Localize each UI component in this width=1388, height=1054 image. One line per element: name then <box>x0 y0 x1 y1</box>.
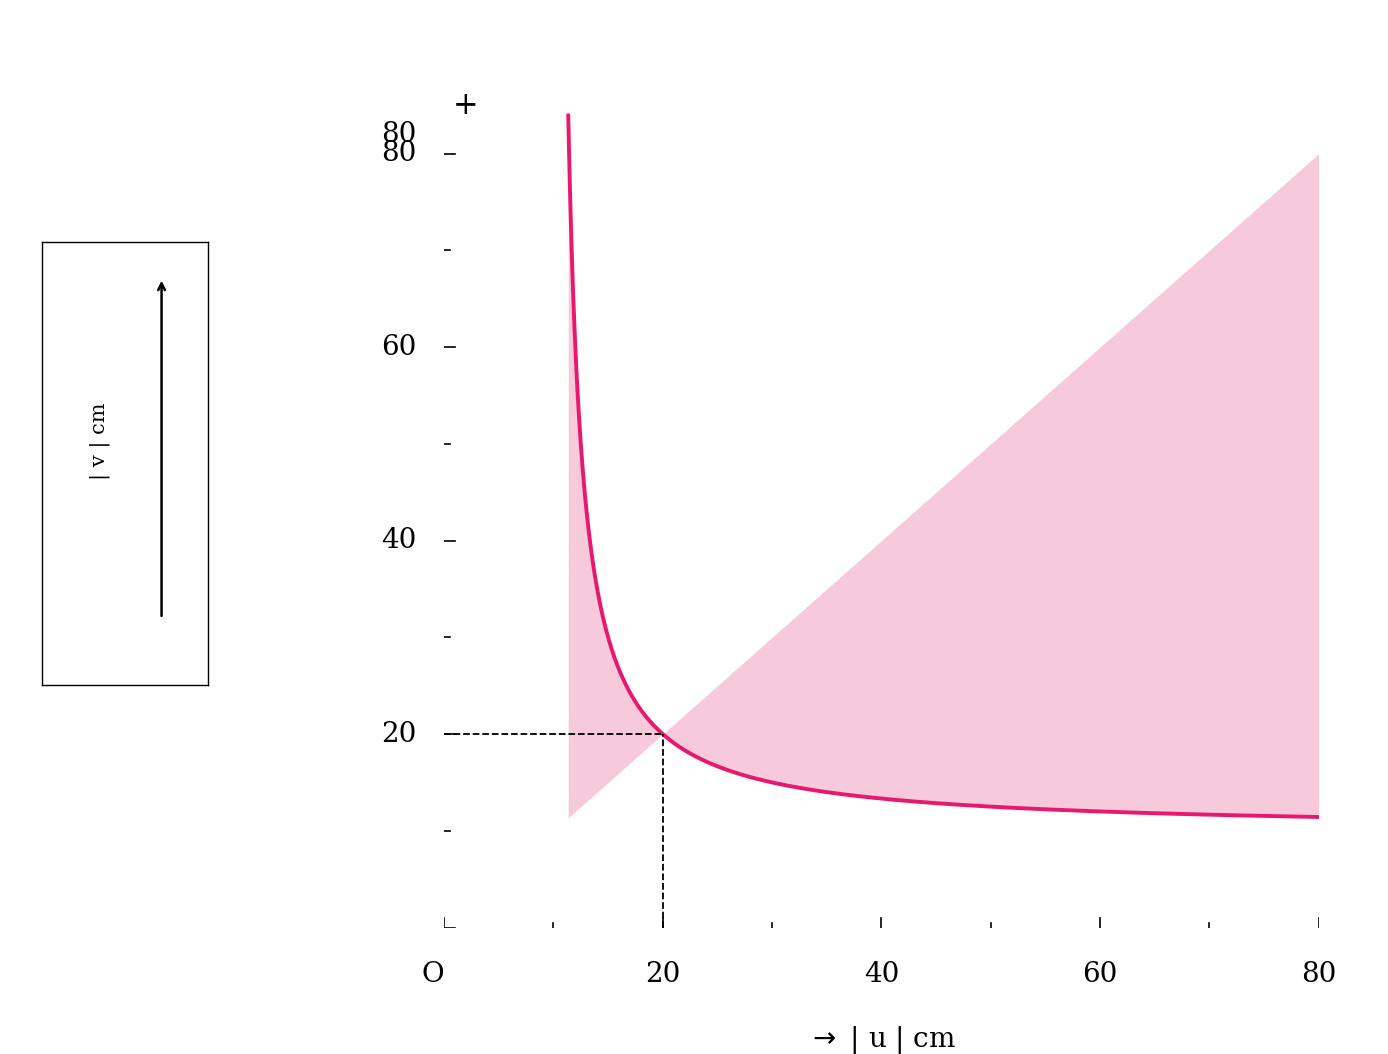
Text: 80: 80 <box>382 121 416 148</box>
Text: 80: 80 <box>1301 961 1337 989</box>
Text: 60: 60 <box>1083 961 1117 989</box>
Text: +: + <box>452 90 479 121</box>
Text: 20: 20 <box>382 721 416 747</box>
Text: 40: 40 <box>382 527 416 554</box>
Text: 40: 40 <box>863 961 899 989</box>
Text: $\rightarrow$ | u | cm: $\rightarrow$ | u | cm <box>806 1024 956 1054</box>
Text: | v | cm: | v | cm <box>90 403 110 481</box>
Text: 20: 20 <box>645 961 680 989</box>
Text: 60: 60 <box>382 334 416 360</box>
Text: O: O <box>422 961 444 989</box>
Text: 80: 80 <box>382 140 416 168</box>
